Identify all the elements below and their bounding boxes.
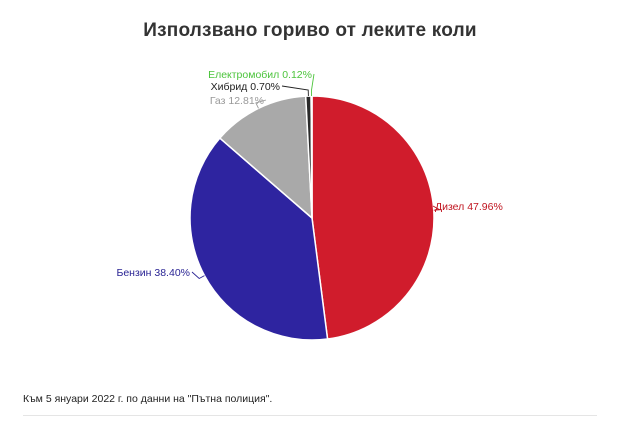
divider: [23, 415, 597, 416]
chart-title: Използвано гориво от леките коли: [143, 20, 477, 41]
slice-label-4: Хибрид 0.70%: [211, 81, 280, 93]
slice-label-5: Електромобил 0.12%: [208, 69, 312, 81]
pie-slice-2: [189, 137, 329, 341]
leader-lines: [191, 73, 442, 280]
pie-slice-1: [311, 95, 435, 340]
slice-labels: Дизел 47.96% Бензин 38.40% Газ 12.81% Хибри…: [116, 69, 502, 279]
leader-line-1: [432, 205, 442, 211]
slice-label-3: Газ 12.81%: [210, 95, 264, 107]
leader-line-3: [255, 99, 267, 109]
pie-slice-3: [218, 95, 313, 220]
pie-slices: [189, 95, 435, 341]
leader-line-2: [191, 271, 205, 280]
slice-label-2: Бензин 38.40%: [116, 267, 190, 279]
leader-line-5: [311, 73, 315, 97]
pie-slice-5: [310, 95, 313, 219]
slice-label-1: Дизел 47.96%: [435, 201, 503, 213]
source-note: Към 5 януари 2022 г. по данни на "Пътна …: [23, 393, 273, 405]
leader-line-4: [281, 85, 309, 97]
